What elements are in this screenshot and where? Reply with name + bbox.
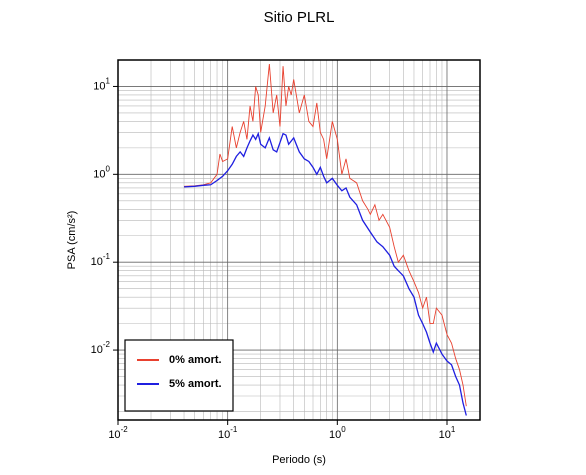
x-axis-label: Periodo (s)	[272, 454, 326, 466]
legend-box	[124, 339, 234, 412]
legend-label: 5% amort.	[169, 378, 222, 390]
legend-label: 0% amort.	[169, 354, 222, 366]
series-line	[183, 131, 467, 416]
tick-label: 100	[93, 164, 110, 180]
tick-label: 10-2	[108, 425, 128, 441]
series-line	[183, 63, 467, 407]
tick-label: 10-1	[218, 425, 238, 441]
tick-label: 100	[329, 425, 346, 441]
tick-label: 10-1	[91, 252, 111, 268]
y-axis-label: PSA (cm/s²)	[66, 211, 78, 270]
tick-label: 101	[439, 425, 456, 441]
plot-frame	[117, 59, 481, 421]
tick-label: 10-2	[91, 340, 111, 356]
chart-title: Sitio PLRL	[264, 9, 335, 26]
tick-label: 101	[93, 77, 110, 93]
